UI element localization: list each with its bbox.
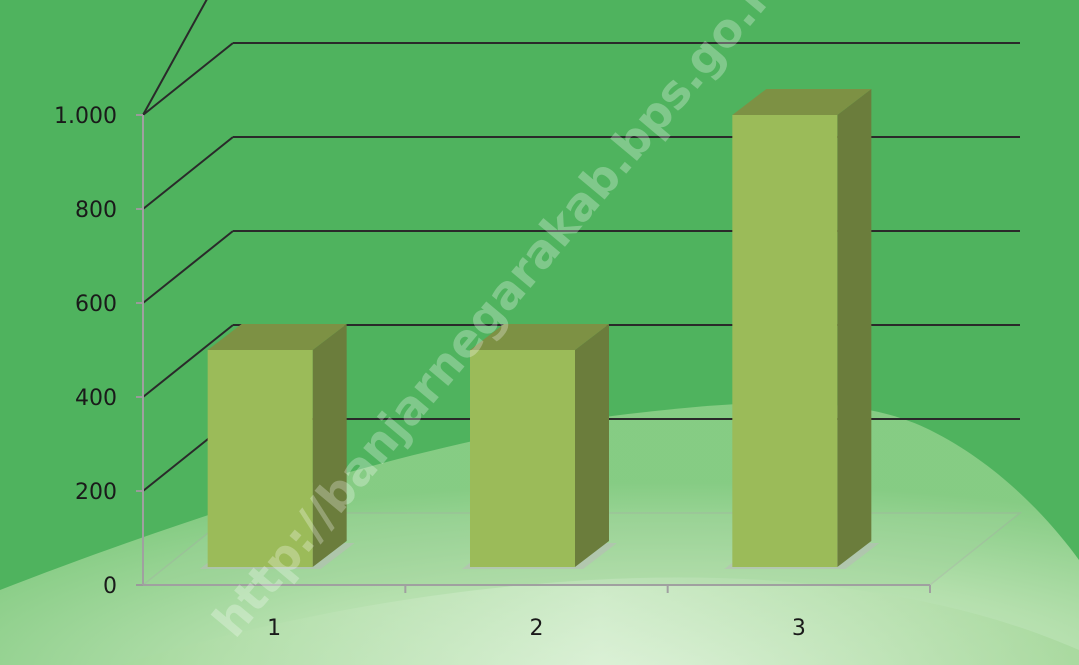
bar-side bbox=[575, 324, 609, 567]
bar-front bbox=[207, 350, 313, 567]
bars bbox=[199, 89, 880, 569]
bar-front bbox=[732, 115, 838, 567]
y-tick-label: 400 bbox=[75, 386, 117, 411]
bar-front bbox=[470, 350, 575, 567]
gridline-side bbox=[142, 230, 234, 304]
x-tick-label: 1 bbox=[267, 616, 281, 641]
bar-side bbox=[312, 324, 347, 567]
y-tick-label: 800 bbox=[75, 198, 117, 223]
bar-top bbox=[732, 89, 872, 115]
gridline-side bbox=[142, 136, 234, 210]
bar-top bbox=[207, 324, 347, 350]
y-tick-label: 600 bbox=[75, 292, 117, 317]
bar-side bbox=[837, 89, 872, 567]
gridline-side bbox=[142, 0, 208, 116]
y-tick-label: 0 bbox=[103, 574, 117, 599]
bar bbox=[199, 324, 355, 569]
background-wave-highlight bbox=[120, 577, 1079, 665]
axes bbox=[136, 114, 931, 593]
bar bbox=[724, 89, 880, 569]
gridline-side bbox=[142, 42, 234, 116]
x-tick-label: 3 bbox=[792, 616, 806, 641]
tick-labels: 0 200 400 600 800 1.000 1 2 3 bbox=[54, 104, 806, 641]
y-tick-label: 200 bbox=[75, 480, 117, 505]
gridline-side bbox=[142, 324, 234, 398]
x-tick-label: 2 bbox=[530, 616, 544, 641]
y-tick-label: 1.000 bbox=[54, 104, 117, 129]
bar bbox=[462, 324, 617, 569]
bar-top bbox=[470, 324, 609, 350]
